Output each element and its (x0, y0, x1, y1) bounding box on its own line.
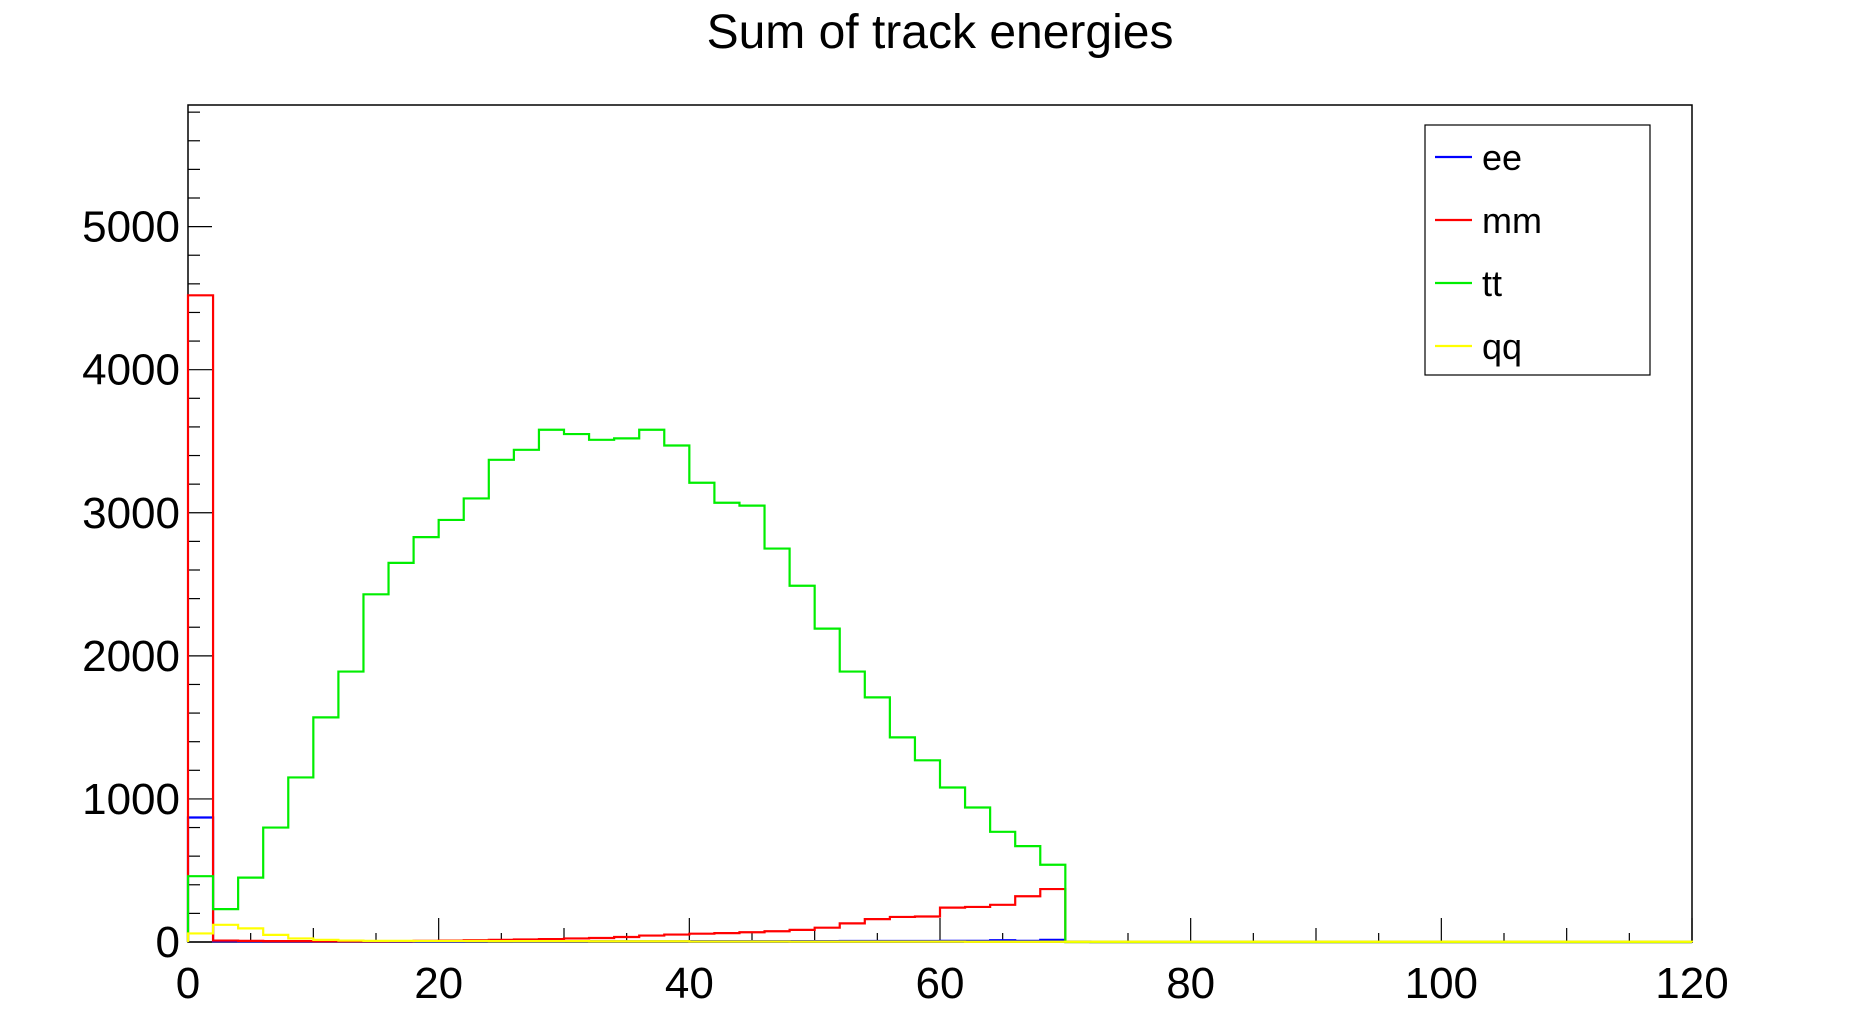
y-tick-label: 0 (156, 918, 180, 967)
x-tick-label: 0 (176, 959, 200, 1008)
x-axis: 0 20 40 60 80 100 120 (176, 918, 1729, 1008)
legend-label-mm: mm (1482, 200, 1542, 241)
legend-label-ee: ee (1482, 137, 1522, 178)
series-qq-line (186, 923, 1694, 943)
x-tick-label: 20 (414, 959, 463, 1008)
x-tick-label: 100 (1405, 959, 1478, 1008)
series-tt-line (186, 428, 1692, 944)
series-layer (186, 294, 1694, 944)
legend-box (1424, 124, 1651, 376)
legend-label-qq: qq (1482, 326, 1522, 367)
legend: ee mm tt qq (1424, 124, 1651, 376)
y-axis: 0 1000 2000 3000 4000 5000 (82, 111, 212, 967)
x-tick-label: 120 (1655, 959, 1728, 1008)
x-tick-label: 60 (916, 959, 965, 1008)
y-tick-label: 1000 (82, 775, 180, 824)
x-tick-label: 40 (665, 959, 714, 1008)
y-tick-label: 5000 (82, 203, 180, 252)
legend-label-tt: tt (1482, 263, 1502, 304)
x-tick-label: 80 (1166, 959, 1215, 1008)
y-tick-label: 2000 (82, 632, 180, 681)
y-tick-label: 4000 (82, 346, 180, 395)
chart-title: Sum of track energies (707, 6, 1174, 59)
y-tick-label: 3000 (82, 489, 180, 538)
series-mm-line (186, 294, 1692, 944)
